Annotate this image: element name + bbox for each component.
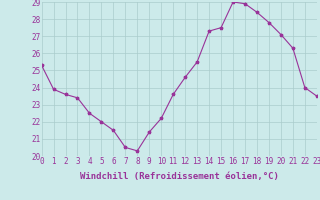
X-axis label: Windchill (Refroidissement éolien,°C): Windchill (Refroidissement éolien,°C) — [80, 172, 279, 181]
